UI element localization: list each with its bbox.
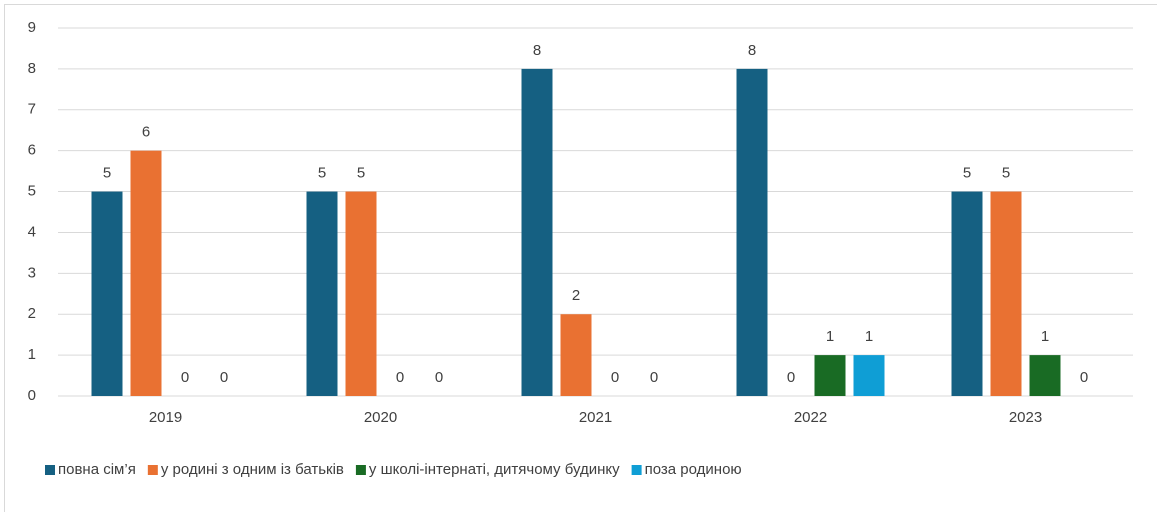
y-tick-label: 6 xyxy=(28,142,36,159)
data-label: 5 xyxy=(963,165,971,182)
data-label: 1 xyxy=(865,328,873,345)
y-tick-label: 2 xyxy=(28,305,36,322)
data-label: 6 xyxy=(142,124,150,141)
legend-label: у школі-інтернаті, дитячому будинку xyxy=(369,461,620,478)
bar xyxy=(736,68,768,396)
legend-swatch xyxy=(45,465,55,475)
legend-label: повна сім’я xyxy=(58,461,136,478)
bar xyxy=(990,191,1022,396)
data-label: 0 xyxy=(1080,369,1088,386)
data-label: 0 xyxy=(611,369,619,386)
y-tick-label: 4 xyxy=(28,223,36,240)
legend-swatch xyxy=(355,465,366,475)
data-label: 2 xyxy=(572,287,580,304)
bar xyxy=(1029,355,1061,396)
data-label: 0 xyxy=(181,369,189,386)
bar xyxy=(814,355,846,396)
data-label: 8 xyxy=(748,42,756,59)
y-tick-label: 8 xyxy=(28,60,36,77)
legend-label: поза родиною xyxy=(645,461,742,478)
x-tick-label: 2021 xyxy=(579,409,612,426)
x-tick-label: 2019 xyxy=(149,409,182,426)
data-label: 5 xyxy=(103,165,111,182)
bar xyxy=(951,191,983,396)
y-tick-label: 5 xyxy=(28,183,36,200)
data-label: 5 xyxy=(357,165,365,182)
x-tick-label: 2023 xyxy=(1009,409,1042,426)
legend-swatch xyxy=(631,465,642,475)
bar xyxy=(560,314,592,396)
bar xyxy=(853,355,885,396)
bar xyxy=(521,68,553,396)
y-tick-label: 9 xyxy=(28,19,36,36)
bar xyxy=(130,150,162,396)
bar xyxy=(345,191,377,396)
data-label: 0 xyxy=(435,369,443,386)
bar xyxy=(91,191,123,396)
y-tick-label: 7 xyxy=(28,101,36,118)
data-label: 0 xyxy=(220,369,228,386)
legend-swatch xyxy=(147,465,158,475)
x-tick-label: 2020 xyxy=(364,409,397,426)
data-label: 0 xyxy=(650,369,658,386)
data-label: 0 xyxy=(396,369,404,386)
y-tick-label: 0 xyxy=(28,387,36,404)
y-tick-label: 1 xyxy=(28,346,36,363)
bar xyxy=(306,191,338,396)
data-label: 8 xyxy=(533,42,541,59)
chart-frame xyxy=(4,4,1157,512)
x-tick-label: 2022 xyxy=(794,409,827,426)
data-label: 5 xyxy=(1002,165,1010,182)
data-label: 0 xyxy=(787,369,795,386)
data-label: 1 xyxy=(826,328,834,345)
data-label: 5 xyxy=(318,165,326,182)
y-tick-label: 3 xyxy=(28,264,36,281)
data-label: 1 xyxy=(1041,328,1049,345)
legend-label: у родині з одним із батьків xyxy=(161,461,344,478)
